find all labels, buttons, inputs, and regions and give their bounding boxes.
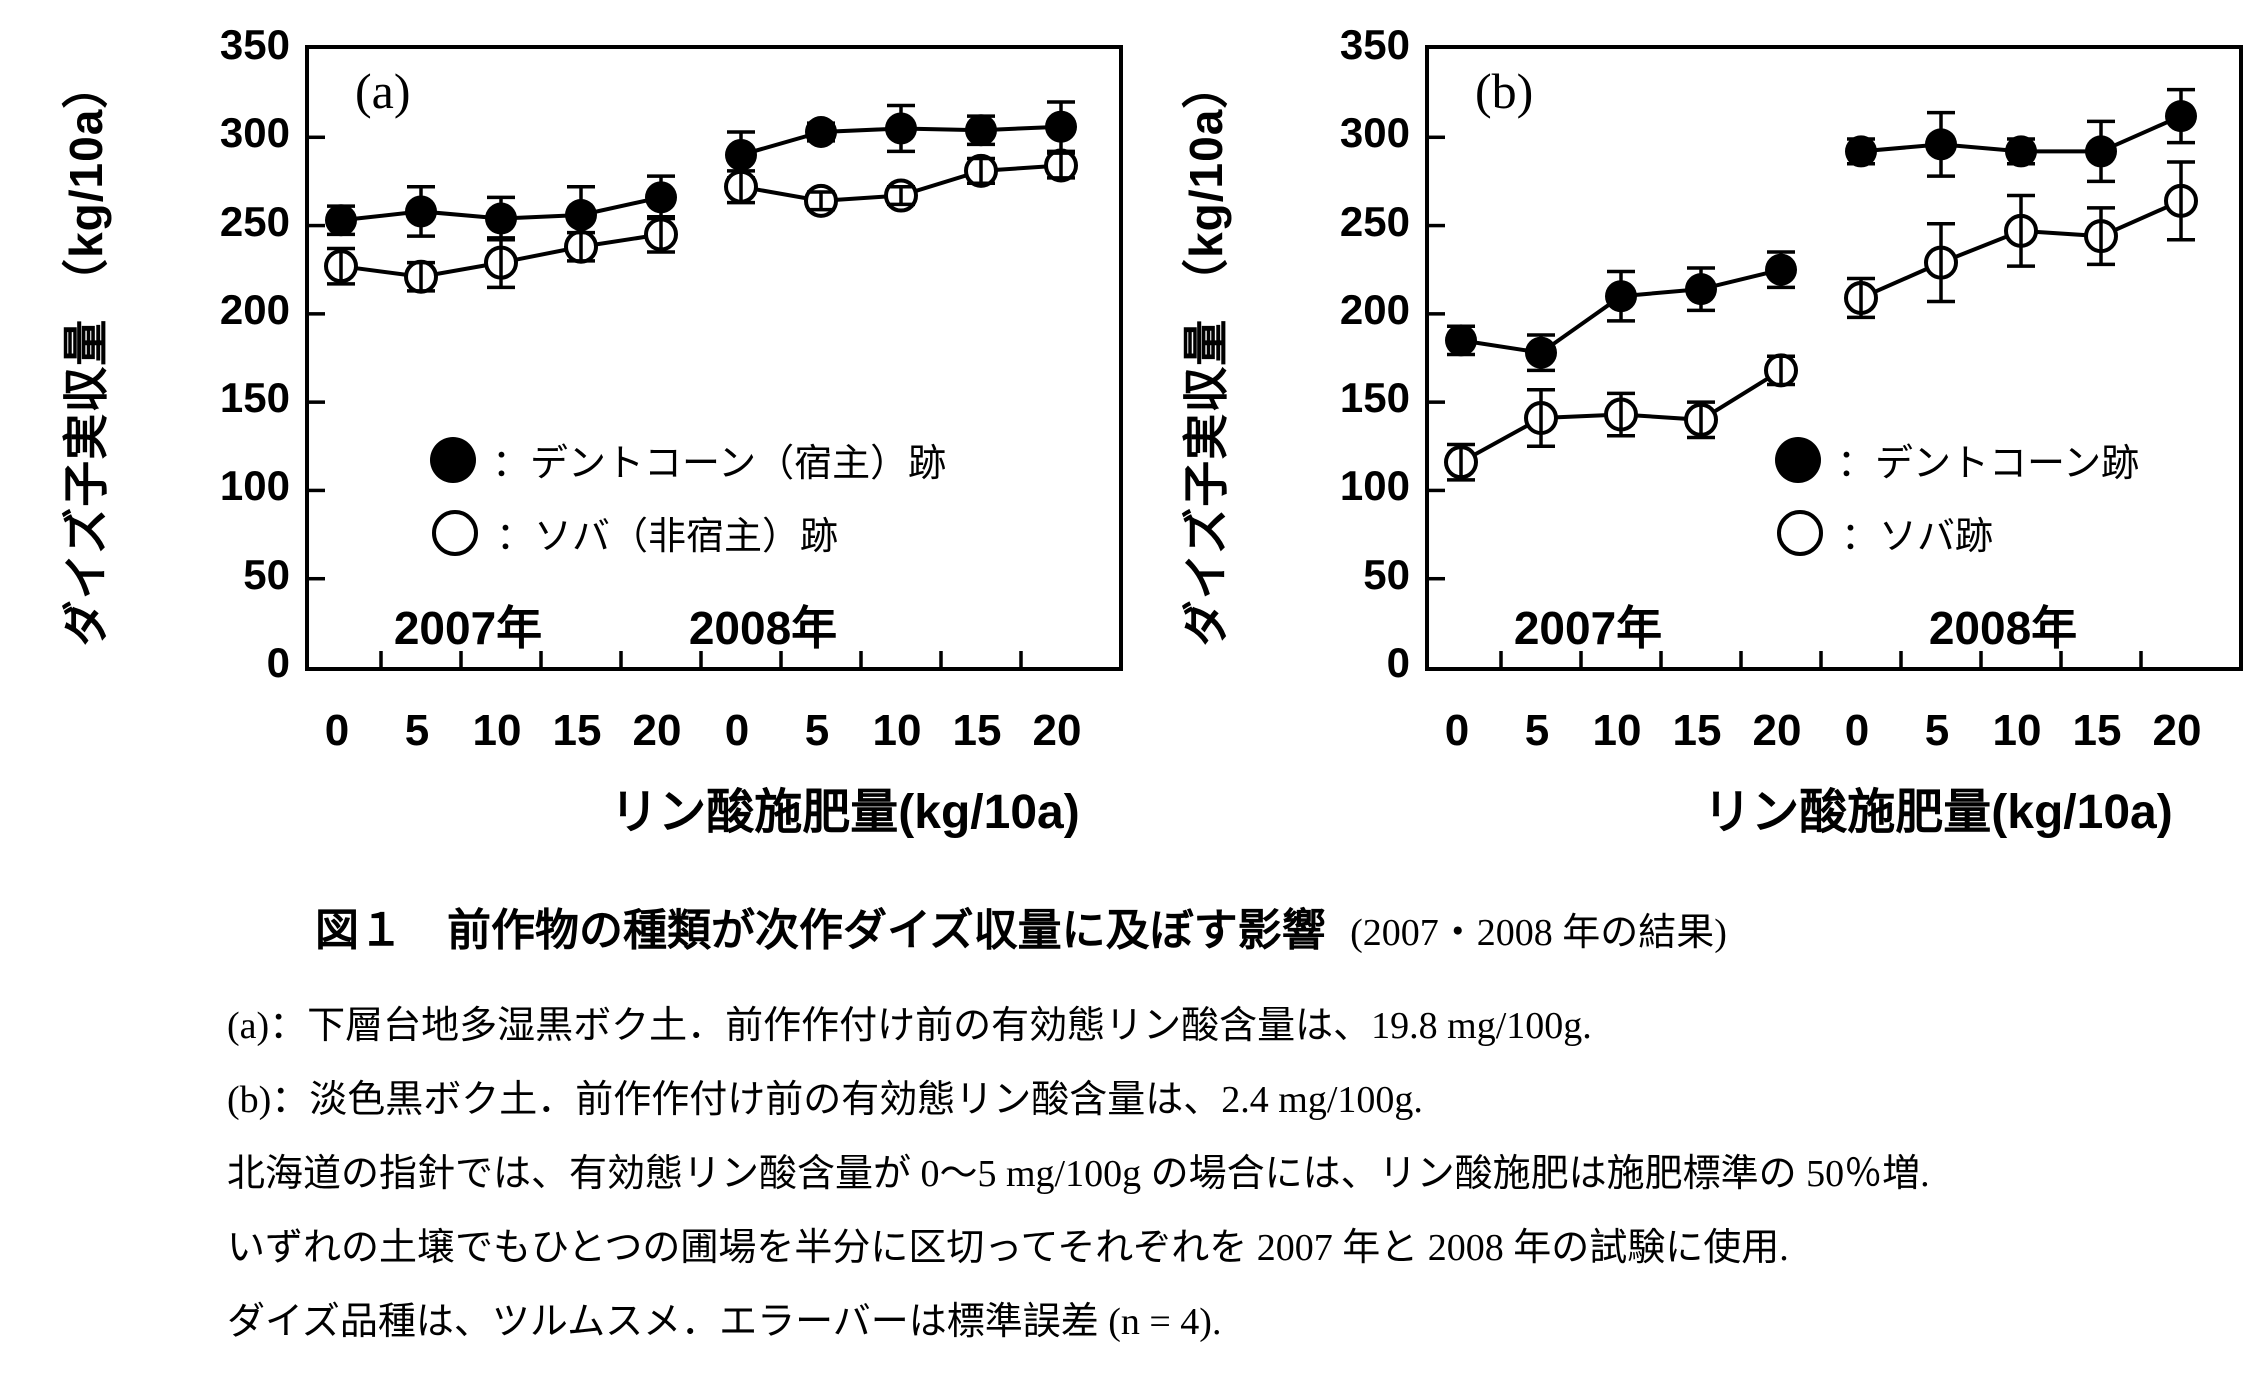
y-tick-label: 100: [219, 462, 290, 510]
axis-ticks: [1429, 135, 2143, 667]
figure-notes: (a)：下層台地多湿黒ボク土．前作作付け前の有効態リン酸含量は、19.8 mg/…: [227, 1002, 1930, 1372]
y-tick-label: 0: [266, 639, 290, 686]
x-tick-label: 5: [1924, 706, 1950, 755]
series-1-open-circles: [324, 214, 678, 294]
x-axis-title: リン酸施肥量(kg/10a): [610, 786, 1080, 839]
x-tick-label: 0: [1844, 706, 1870, 755]
x-tick-label: 20: [2152, 706, 2202, 755]
y-tick-label: 300: [1339, 109, 1410, 157]
legend-row-dentcorn: ：デントコーン（宿主）跡: [430, 432, 946, 487]
caption-suffix: (2007・2008 年の結果): [1350, 912, 1727, 954]
chart-panel-a: ダイズ子実収量 （kg/10a） 0 50 100 150 200 250 300 350 (…: [0, 0, 1140, 880]
x-tick-label: 10: [872, 706, 922, 755]
x-tick-label: 0: [324, 706, 350, 755]
y-tick-label: 250: [1339, 197, 1410, 245]
error-bars: [1447, 250, 1795, 373]
y-tick-label: 200: [1339, 285, 1410, 333]
open-circle-icon: [432, 509, 478, 556]
y-tick-label: 350: [1339, 21, 1410, 68]
plot-area: [1425, 45, 2243, 671]
y-tick-label: 150: [219, 374, 290, 422]
legend-row-soba: ：ソバ跡: [1775, 505, 1993, 560]
y-tick-label: 300: [219, 109, 290, 157]
note-line: いずれの土壌でもひとつの圃場を半分に区切ってそれぞれを 2007 年と 2008…: [227, 1227, 1789, 1269]
legend-label: ：デントコーン跡: [1837, 443, 2140, 485]
error-bars: [327, 214, 675, 293]
y-tick-label: 50: [1363, 550, 1410, 598]
series-0-filled-circles: [325, 174, 677, 245]
x-tick-label: 10: [1992, 706, 2042, 755]
note-line: (a)：下層台地多湿黒ボク土．前作作付け前の有効態リン酸含量は、19.8 mg/…: [227, 1005, 1592, 1047]
series-3-open-circles: [724, 148, 1078, 218]
x-tick-label: 5: [404, 706, 430, 755]
year-label-2008: 2008年: [688, 602, 838, 654]
x-tick-label: 5: [804, 706, 830, 755]
note-line: (b)：淡色黒ボク土．前作作付け前の有効態リン酸含量は、2.4 mg/100g.: [227, 1079, 1423, 1121]
panel-label: (a): [355, 63, 411, 119]
series-3-open-circles: [1844, 160, 2198, 320]
series-2-filled-circles: [1845, 87, 2197, 184]
x-tick-label: 10: [1592, 706, 1642, 755]
y-axis-title: ダイズ子実収量 （kg/10a）: [1180, 61, 1232, 647]
legend-label: ：ソバ（非宿主）跡: [496, 516, 839, 558]
legend-row-soba: ：ソバ（非宿主）跡: [430, 505, 838, 560]
legend-label: ：デントコーン（宿主）跡: [492, 443, 947, 485]
error-bars: [327, 174, 675, 245]
plot-area: [305, 45, 1123, 671]
y-tick-label: 0: [1386, 639, 1410, 686]
chart-svg: [1429, 87, 2198, 667]
panel-label: (b): [1475, 63, 1534, 119]
figure-caption: 図１ 前作物の種類が次作ダイズ収量に及ぼす影響 (2007・2008 年の結果): [315, 894, 1727, 958]
legend-label: ：ソバ跡: [1841, 516, 1994, 558]
legend-row-dentcorn: ：デントコーン跡: [1775, 432, 2139, 487]
y-tick-label: 250: [219, 197, 290, 245]
y-tick-label: 200: [219, 285, 290, 333]
series-0-filled-circles: [1445, 250, 1797, 373]
note-line: ダイズ品種は、ツルムスメ．エラーバーは標準誤差 (n = 4).: [227, 1301, 1222, 1343]
error-bars: [727, 151, 1075, 212]
x-tick-label: 0: [1444, 706, 1470, 755]
x-tick-label: 20: [632, 706, 682, 755]
year-label-2007: 2007年: [393, 602, 543, 654]
x-tick-label: 15: [952, 706, 1002, 755]
error-bars: [1447, 354, 1795, 482]
note-line: 北海道の指針では、有効態リン酸含量が 0〜5 mg/100g の場合には、リン酸…: [227, 1153, 1930, 1195]
chart-svg: [309, 100, 1078, 667]
open-circle-icon: [1777, 509, 1823, 556]
filled-circle-icon: [1775, 436, 1821, 483]
y-tick-label: 350: [219, 21, 290, 68]
y-tick-label: 100: [1339, 462, 1410, 510]
error-bars: [1847, 87, 2195, 184]
year-label-2008: 2008年: [1928, 602, 2078, 654]
x-axis-title: リン酸施肥量(kg/10a): [1703, 786, 2173, 839]
series-1-open-circles: [1444, 353, 1798, 482]
axis-ticks: [309, 135, 1023, 667]
x-tick-label: 15: [1672, 706, 1722, 755]
x-tick-label: 5: [1524, 706, 1550, 755]
x-tick-label: 0: [724, 706, 750, 755]
x-tick-label: 20: [1752, 706, 1802, 755]
x-tick-label: 15: [2072, 706, 2122, 755]
year-label-2007: 2007年: [1513, 602, 1663, 654]
x-tick-label: 20: [1032, 706, 1082, 755]
y-axis-title: ダイズ子実収量 （kg/10a）: [60, 61, 112, 647]
chart-panel-b: ダイズ子実収量 （kg/10a） 0 50 100 150 200 250 300 350 (…: [1120, 0, 2260, 880]
x-tick-label: 15: [552, 706, 602, 755]
filled-circle-icon: [430, 436, 476, 483]
y-tick-label: 150: [1339, 374, 1410, 422]
error-bars: [1847, 160, 2195, 320]
caption-title: 図１ 前作物の種類が次作ダイズ収量に及ぼす影響: [315, 906, 1326, 955]
x-tick-label: 10: [472, 706, 522, 755]
y-tick-label: 50: [243, 550, 290, 598]
